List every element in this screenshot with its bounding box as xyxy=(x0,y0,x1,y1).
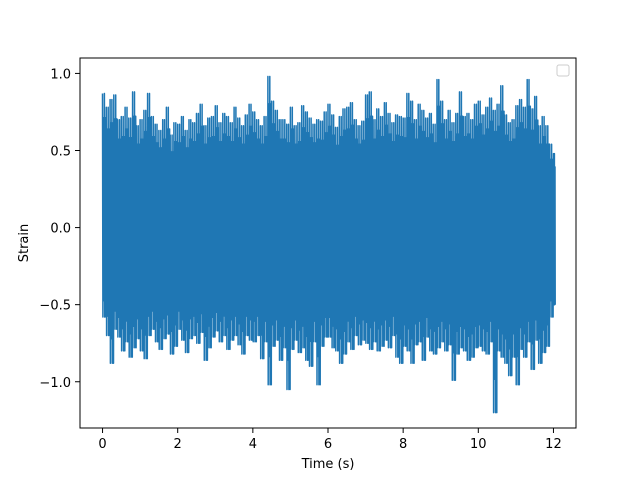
x-tick-label: 0 xyxy=(98,437,106,452)
strain-series-line xyxy=(101,75,556,414)
y-axis: −1.0 −0.5 0.0 0.5 1.0 xyxy=(39,67,80,391)
y-axis-label: Strain xyxy=(17,224,32,263)
y-tick-label: 0.5 xyxy=(50,145,71,160)
x-tick-label: 8 xyxy=(399,437,407,452)
y-tick-label: 0.0 xyxy=(50,222,71,237)
x-tick-label: 10 xyxy=(470,437,487,452)
x-tick-label: 2 xyxy=(174,437,182,452)
plot-area xyxy=(101,75,556,414)
y-tick-label: −0.5 xyxy=(39,299,71,314)
legend-box xyxy=(556,64,570,77)
x-axis-label: Time (s) xyxy=(301,457,355,472)
x-tick-label: 6 xyxy=(324,437,332,452)
x-tick-label: 12 xyxy=(545,437,562,452)
x-tick-label: 4 xyxy=(249,437,257,452)
y-tick-label: −1.0 xyxy=(39,376,71,391)
x-axis: 0 2 4 6 8 10 12 xyxy=(98,428,562,452)
y-tick-label: 1.0 xyxy=(50,67,71,82)
